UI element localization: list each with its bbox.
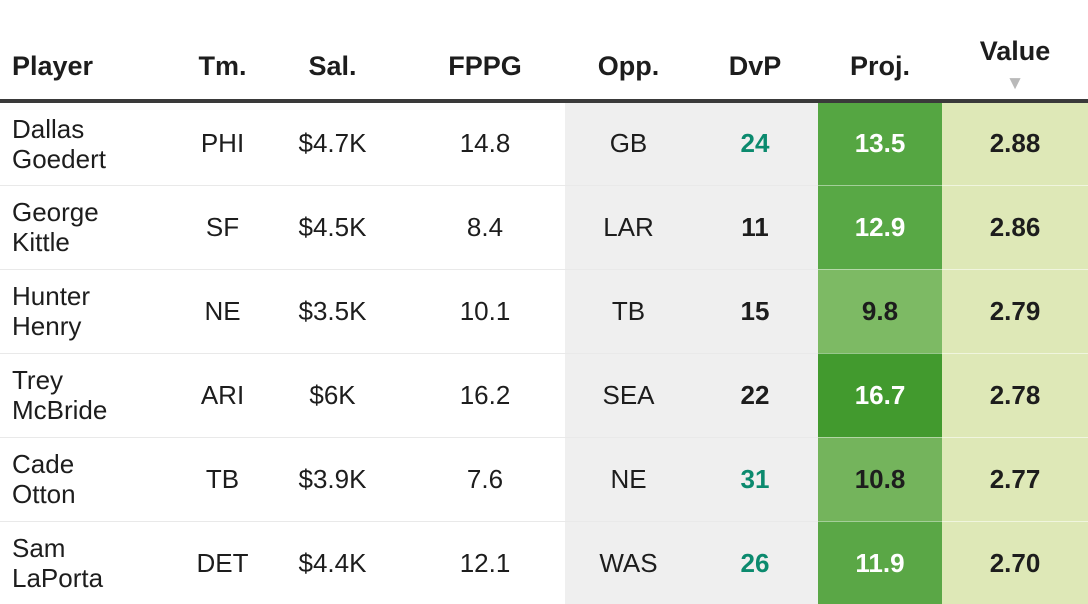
- column-header-fppg[interactable]: FPPG: [405, 0, 565, 103]
- player-first-name: Dallas: [12, 113, 85, 144]
- player-first-name: Sam: [12, 533, 66, 564]
- table-row[interactable]: George Kittle SF $4.5K 8.4 LAR 11 12.9 2…: [0, 184, 1088, 269]
- player-name: Dallas Goedert: [0, 101, 185, 185]
- table-row[interactable]: Trey McBride ARI $6K 16.2 SEA 22 16.7 2.…: [0, 352, 1088, 437]
- fppg-cell: 7.6: [405, 436, 565, 521]
- team-cell: PHI: [200, 128, 245, 159]
- fppg-cell: 16.2: [405, 352, 565, 437]
- column-header-dvp[interactable]: DvP: [692, 0, 818, 103]
- team-cell: DET: [185, 520, 260, 604]
- team-cell: ARI: [185, 352, 260, 437]
- projection-cell: 13.5: [818, 101, 942, 185]
- player-name: Hunter Henry: [0, 268, 185, 353]
- column-header-team[interactable]: Tm.: [185, 0, 260, 103]
- table-row[interactable]: Dallas Goedert PHI $4.7K 14.8 GB 24 13.5…: [0, 101, 1088, 185]
- player-last-name: LaPorta: [12, 563, 104, 594]
- table-header: Player Tm. Sal. FPPG Opp. DvP Proj. Valu…: [0, 0, 1088, 103]
- player-last-name: Otton: [12, 479, 76, 509]
- dvp-cell: 31: [692, 436, 818, 521]
- table-row[interactable]: Hunter Henry NE $3.5K 10.1 TB 15 9.8 2.7…: [0, 268, 1088, 353]
- team-cell: SF: [185, 184, 260, 269]
- opponent-cell: NE: [565, 436, 692, 521]
- table-row[interactable]: Sam LaPorta DET $4.4K 12.1 WAS 26 11.9 2…: [0, 520, 1088, 604]
- salary-cell: $3.5K: [260, 268, 405, 353]
- salary-cell: $4.7K: [298, 128, 367, 159]
- opponent-cell: GB: [565, 101, 692, 185]
- value-cell: 2.88: [942, 101, 1088, 185]
- player-name: Sam LaPorta: [0, 520, 185, 604]
- opponent-cell: LAR: [565, 184, 692, 269]
- value-cell: 2.78: [942, 352, 1088, 437]
- column-header-salary[interactable]: Sal.: [260, 0, 405, 103]
- table-body: Dallas Goedert PHI $4.7K 14.8 GB 24 13.5…: [0, 101, 1088, 604]
- player-name: Cade Otton: [0, 436, 185, 521]
- value-cell: 2.86: [942, 184, 1088, 269]
- salary-cell: $4.4K: [260, 520, 405, 604]
- projection-cell: 12.9: [818, 184, 942, 269]
- fppg-cell: 12.1: [405, 520, 565, 604]
- player-name: Trey McBride: [0, 352, 185, 437]
- dvp-cell: 22: [692, 352, 818, 437]
- column-header-value[interactable]: Value ▼: [942, 0, 1088, 103]
- opponent-cell: WAS: [565, 520, 692, 604]
- value-cell: 2.70: [942, 520, 1088, 604]
- dvp-cell: 11: [692, 184, 818, 269]
- player-first-name: Hunter: [12, 281, 91, 311]
- salary-cell: $3.9K: [260, 436, 405, 521]
- dvp-cell: 15: [692, 268, 818, 353]
- player-name: George Kittle: [0, 184, 185, 269]
- projection-cell: 11.9: [818, 520, 942, 604]
- sort-desc-icon: ▼: [1005, 73, 1025, 94]
- player-last-name: Henry: [12, 311, 82, 341]
- projection-cell: 10.8: [818, 436, 942, 521]
- value-cell: 2.79: [942, 268, 1088, 353]
- player-last-name: Goedert: [12, 143, 106, 174]
- salary-cell: $4.5K: [260, 184, 405, 269]
- team-cell: NE: [185, 268, 260, 353]
- value-cell: 2.77: [942, 436, 1088, 521]
- projection-cell: 9.8: [818, 268, 942, 353]
- column-header-value-label: Value: [979, 36, 1051, 66]
- fppg-cell: 8.4: [405, 184, 565, 269]
- projection-cell: 16.7: [818, 352, 942, 437]
- player-last-name: Kittle: [12, 227, 70, 257]
- column-header-opp[interactable]: Opp.: [565, 0, 692, 103]
- player-first-name: George: [12, 197, 99, 227]
- table-row[interactable]: Cade Otton TB $3.9K 7.6 NE 31 10.8 2.77: [0, 436, 1088, 521]
- salary-cell: $6K: [260, 352, 405, 437]
- dvp-cell: 26: [692, 520, 818, 604]
- dvp-cell: 24: [692, 101, 818, 185]
- team-cell: TB: [185, 436, 260, 521]
- player-last-name: McBride: [12, 395, 108, 425]
- opponent-cell: TB: [565, 268, 692, 353]
- player-first-name: Cade: [12, 449, 75, 479]
- column-header-player[interactable]: Player: [0, 0, 185, 103]
- fppg-cell: 14.8: [459, 128, 511, 159]
- column-header-proj[interactable]: Proj.: [818, 0, 942, 103]
- fppg-cell: 10.1: [405, 268, 565, 353]
- player-first-name: Trey: [12, 365, 64, 395]
- opponent-cell: SEA: [565, 352, 692, 437]
